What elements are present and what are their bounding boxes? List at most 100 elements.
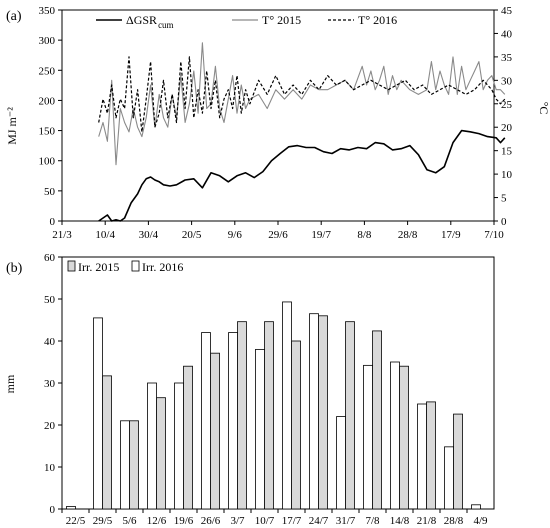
x-tick-label-b: 17/7 xyxy=(282,515,302,527)
y-left-tick-label: 350 xyxy=(39,5,56,17)
series-line-gsr xyxy=(98,129,506,222)
x-tick-label-b: 21/8 xyxy=(417,515,437,527)
x-tick-label-a: 9/6 xyxy=(228,229,243,241)
bar-irr-2015 xyxy=(372,330,382,510)
series-line-t2016 xyxy=(98,56,506,133)
y-right-tick-label: 30 xyxy=(501,75,513,87)
y-left-tick-label: 100 xyxy=(39,156,56,168)
plot-frame-a xyxy=(61,9,495,222)
y-right-tick-label: 45 xyxy=(501,5,513,17)
legend-b: Irr. 2015 Irr. 2016 xyxy=(67,260,183,274)
bar-irr-2015 xyxy=(183,365,193,510)
x-tick-label-a: 20/5 xyxy=(182,229,202,241)
legend-label-b: Irr. 2016 xyxy=(142,260,183,274)
x-tick-label-a: 28/8 xyxy=(398,229,418,241)
bar-irr-2015 xyxy=(210,352,220,510)
x-tick-label-a: 29/6 xyxy=(268,229,288,241)
y-left-tick-label: 250 xyxy=(39,65,56,77)
bar-irr-2015 xyxy=(426,401,436,510)
x-tick-label-a: 19/7 xyxy=(311,229,331,241)
bar-irr-2016 xyxy=(309,313,319,510)
bar-irr-2015 xyxy=(156,397,166,510)
x-tick-label-b: 4/9 xyxy=(473,515,488,527)
x-tick-label-b: 24/7 xyxy=(309,515,329,527)
legend-label-a: ΔGSR xyxy=(126,13,157,27)
x-tick-label-a: 21/3 xyxy=(52,229,72,241)
bar-irr-2016 xyxy=(363,364,373,510)
legend-label-b: Irr. 2015 xyxy=(78,260,119,274)
legend-swatch-b xyxy=(67,260,76,272)
bar-irr-2016 xyxy=(417,403,427,510)
y-tick-label-b: 0 xyxy=(50,504,56,516)
y-left-axis-label: MJ m⁻² xyxy=(5,107,19,145)
y-right-tick-label: 5 xyxy=(501,193,507,205)
bar-irr-2015 xyxy=(453,413,463,510)
y-left-tick-label: 200 xyxy=(39,95,56,107)
x-tick-label-b: 12/6 xyxy=(147,515,167,527)
x-tick-label-b: 10/7 xyxy=(255,515,275,527)
y-right-tick-label: 35 xyxy=(501,52,513,64)
panel-a: (a) MJ m⁻² °C ΔGSR cum T° 2015 T° 2016 0501… xyxy=(5,5,550,241)
legend-label-a: T° 2016 xyxy=(358,13,397,27)
bar-irr-2016 xyxy=(255,348,265,510)
bar-irr-2015 xyxy=(102,375,112,510)
y-tick-label-b: 20 xyxy=(44,420,56,432)
y-tick-label-b: 30 xyxy=(44,378,56,390)
bar-irr-2015 xyxy=(237,321,247,510)
y-left-tick-label: 150 xyxy=(39,126,56,138)
bar-irr-2015 xyxy=(264,321,274,510)
plot-a: 0 50 100 150 200 250 300 350 0 5 10 15 20 25 30 35 40 45 2… xyxy=(39,5,513,241)
bar-irr-2016 xyxy=(174,382,184,510)
y-left-tick-label: 300 xyxy=(39,35,56,47)
bar-irr-2016 xyxy=(471,504,481,510)
y-left-tick-label: 50 xyxy=(44,186,56,198)
series-line-t2015 xyxy=(98,42,506,166)
bar-irr-2016 xyxy=(390,361,400,510)
x-tick-label-a: 7/10 xyxy=(484,229,504,241)
bar-irr-2015 xyxy=(399,365,409,510)
bar-irr-2016 xyxy=(147,382,157,510)
legend-label-a: T° 2015 xyxy=(262,13,301,27)
bar-irr-2016 xyxy=(66,506,76,510)
bar-irr-2015 xyxy=(129,420,139,510)
x-tick-label-b: 3/7 xyxy=(230,515,245,527)
bar-irr-2015 xyxy=(291,340,301,510)
bar-irr-2016 xyxy=(120,420,130,510)
x-tick-label-b: 28/8 xyxy=(444,515,464,527)
y-right-tick-label: 40 xyxy=(501,28,513,40)
x-tick-label-b: 19/6 xyxy=(174,515,194,527)
x-tick-label-b: 22/5 xyxy=(66,515,86,527)
panel-b-label: (b) xyxy=(6,261,23,276)
x-tick-label-b: 5/6 xyxy=(122,515,137,527)
plot-b: 0 10 20 30 40 50 60 22/5 29/5 5/6 12/6 19/6 26/6 3/7 1… xyxy=(44,252,495,527)
legend-a: ΔGSR cum T° 2015 T° 2016 xyxy=(96,13,397,30)
y-tick-label-b: 50 xyxy=(44,294,56,306)
panel-a-label: (a) xyxy=(6,9,22,24)
x-tick-label-b: 29/5 xyxy=(93,515,113,527)
legend-swatch-b xyxy=(131,260,140,272)
bar-irr-2015 xyxy=(318,315,328,510)
y-right-tick-label: 15 xyxy=(501,146,513,158)
y-right-tick-label: 10 xyxy=(501,169,513,181)
y-axis-label-b: mm xyxy=(3,374,17,393)
x-tick-label-b: 31/7 xyxy=(336,515,356,527)
bar-irr-2016 xyxy=(228,332,238,510)
y-right-tick-label: 20 xyxy=(501,122,513,134)
legend-subscript-a: cum xyxy=(158,20,174,30)
bar-irr-2015 xyxy=(345,321,355,510)
y-tick-label-b: 60 xyxy=(44,252,56,264)
bar-irr-2016 xyxy=(444,446,454,510)
bar-irr-2016 xyxy=(201,332,211,510)
y-right-axis-label: °C xyxy=(537,102,550,115)
bar-irr-2016 xyxy=(336,416,346,510)
x-tick-label-b: 26/6 xyxy=(201,515,221,527)
x-tick-label-a: 10/4 xyxy=(95,229,115,241)
y-tick-label-b: 40 xyxy=(44,336,56,348)
x-tick-label-b: 7/8 xyxy=(365,515,380,527)
y-right-tick-label: 0 xyxy=(501,216,507,228)
x-tick-label-a: 17/9 xyxy=(441,229,461,241)
x-tick-label-b: 14/8 xyxy=(390,515,410,527)
y-left-tick-label: 0 xyxy=(50,216,56,228)
y-tick-label-b: 10 xyxy=(44,462,56,474)
